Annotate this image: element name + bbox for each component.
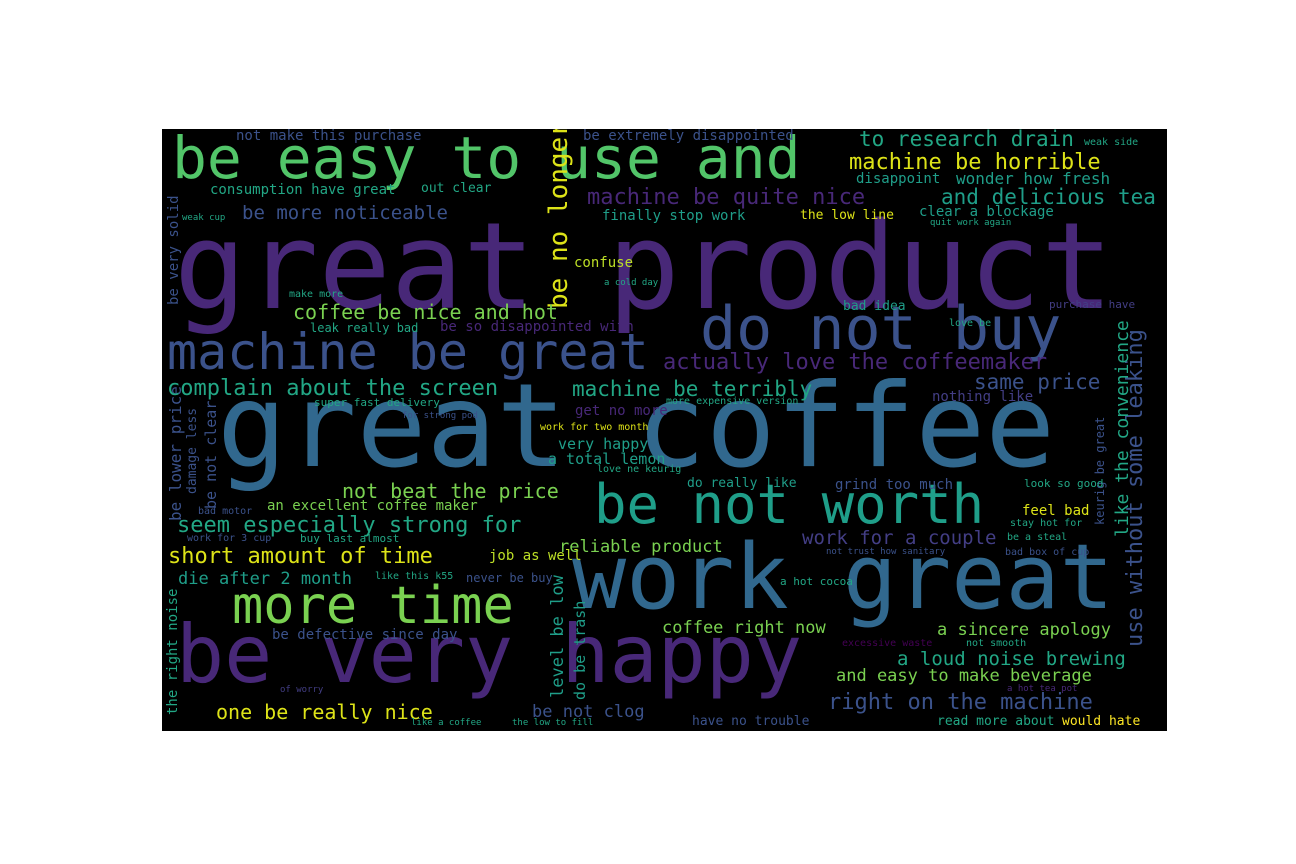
word: right on the machine bbox=[828, 690, 1093, 715]
word: grind too much bbox=[835, 477, 954, 493]
word: like the convenience bbox=[1112, 320, 1133, 537]
word: a loud noise brewing bbox=[897, 648, 1126, 670]
word: be very solid bbox=[166, 195, 182, 305]
word: have no trouble bbox=[692, 714, 810, 729]
word: make more bbox=[289, 289, 344, 300]
word: bad motor bbox=[198, 506, 253, 517]
word: be defective since day bbox=[272, 627, 458, 643]
word: do really like bbox=[687, 476, 797, 491]
word: feel bad bbox=[1022, 503, 1090, 519]
word: weak cup bbox=[182, 213, 226, 223]
word: great product bbox=[174, 198, 1114, 337]
word: nothing like bbox=[932, 389, 1034, 405]
word: keurig be great bbox=[1093, 416, 1107, 525]
word: work for a couple bbox=[802, 527, 997, 549]
word: do not buy bbox=[700, 294, 1062, 364]
word: be a steal bbox=[1007, 532, 1068, 543]
word: be more noticeable bbox=[242, 202, 448, 224]
word: buy last almost bbox=[300, 532, 400, 545]
word: a sincere apology bbox=[937, 620, 1111, 640]
word-cloud: great product great coffee work great be… bbox=[162, 129, 1167, 731]
word: actually love the coffeemaker bbox=[663, 350, 1048, 375]
word: the low line bbox=[800, 208, 894, 223]
word: would hate bbox=[1062, 714, 1141, 729]
word: consumption have great bbox=[210, 182, 396, 198]
word: love be bbox=[949, 318, 992, 329]
word: damage less bbox=[185, 407, 200, 494]
word: job as well bbox=[489, 548, 582, 564]
word: and delicious tea bbox=[941, 185, 1156, 209]
word: die after 2 month bbox=[178, 569, 352, 589]
word: read more about bbox=[937, 714, 1055, 729]
word: machine be quite nice bbox=[587, 185, 866, 210]
word: not beat the price bbox=[342, 479, 559, 503]
word: be not worth bbox=[594, 473, 985, 536]
word: machine be terribly bbox=[572, 377, 813, 401]
word: work for two month bbox=[540, 422, 649, 433]
word: a hot tea pot bbox=[1007, 684, 1078, 694]
word: clear a blockage bbox=[919, 204, 1054, 220]
word: leak really bad bbox=[310, 321, 419, 335]
word: for strong pod bbox=[402, 411, 478, 421]
word: like this k55 bbox=[375, 571, 454, 582]
word: coffee right now bbox=[662, 618, 826, 638]
word: the right noise bbox=[165, 588, 181, 715]
word: never be buy bbox=[466, 571, 553, 585]
word: get no more bbox=[575, 403, 668, 419]
word: the low to fill bbox=[512, 718, 594, 728]
word: quit work again bbox=[930, 218, 1012, 228]
word: be very happy bbox=[176, 608, 803, 701]
word: be easy to use and bbox=[172, 129, 801, 192]
word: be not clog bbox=[532, 702, 645, 722]
word: be lower price bbox=[166, 386, 185, 521]
word: love ne keurig bbox=[597, 464, 682, 475]
word: not make this purchase bbox=[236, 129, 422, 144]
word: like a coffee bbox=[411, 718, 482, 728]
word: a hot cocoa bbox=[780, 575, 853, 588]
word: not smooth bbox=[966, 638, 1027, 649]
word: level be low bbox=[548, 575, 568, 698]
word: look so good bbox=[1024, 477, 1104, 490]
word: disappoint bbox=[856, 171, 941, 187]
word: confuse bbox=[574, 255, 634, 271]
word: work for 3 cup bbox=[187, 533, 272, 544]
word: complain about the screen bbox=[167, 376, 499, 401]
word: same price bbox=[974, 370, 1101, 394]
word: finally stop work bbox=[602, 208, 746, 224]
word: be not clear bbox=[202, 400, 220, 509]
word: do be trash bbox=[571, 600, 589, 700]
word: coffee be nice and hot bbox=[293, 300, 558, 324]
word: one be really nice bbox=[216, 700, 433, 724]
word: be extremely disappointed bbox=[583, 129, 794, 144]
word: super fast delivery bbox=[314, 396, 440, 409]
word: purchase have bbox=[1049, 298, 1136, 311]
word: be so disappointed with bbox=[440, 319, 634, 335]
word: and easy to make beverage bbox=[836, 666, 1092, 686]
word: an excellent coffee maker bbox=[267, 498, 478, 514]
word: seem especially strong for bbox=[177, 513, 522, 538]
word: short amount of time bbox=[168, 544, 433, 569]
word: a total lemon bbox=[548, 450, 666, 468]
word: reliable product bbox=[559, 537, 723, 557]
word: work great bbox=[572, 525, 1114, 630]
word: to research drain bbox=[859, 129, 1074, 151]
word: excessive waste bbox=[842, 638, 933, 649]
word: be no longer bbox=[544, 129, 574, 309]
word: bad box of cup bbox=[1005, 547, 1090, 558]
word: bad idea bbox=[843, 299, 906, 314]
word: machine be great bbox=[167, 323, 649, 381]
word: of worry bbox=[280, 685, 324, 695]
word: very happy bbox=[558, 435, 649, 453]
word: stay hot for bbox=[1010, 518, 1083, 529]
word: great coffee bbox=[217, 359, 1056, 494]
word: weak side bbox=[1084, 137, 1139, 148]
word: a cold day bbox=[604, 278, 659, 288]
word: more time bbox=[232, 576, 514, 636]
word: out clear bbox=[421, 181, 492, 196]
word: wonder how fresh bbox=[956, 169, 1111, 188]
word: not trust how sanitary bbox=[826, 547, 946, 557]
word: more expensive version bbox=[666, 396, 799, 407]
word: machine be horrible bbox=[849, 150, 1101, 175]
